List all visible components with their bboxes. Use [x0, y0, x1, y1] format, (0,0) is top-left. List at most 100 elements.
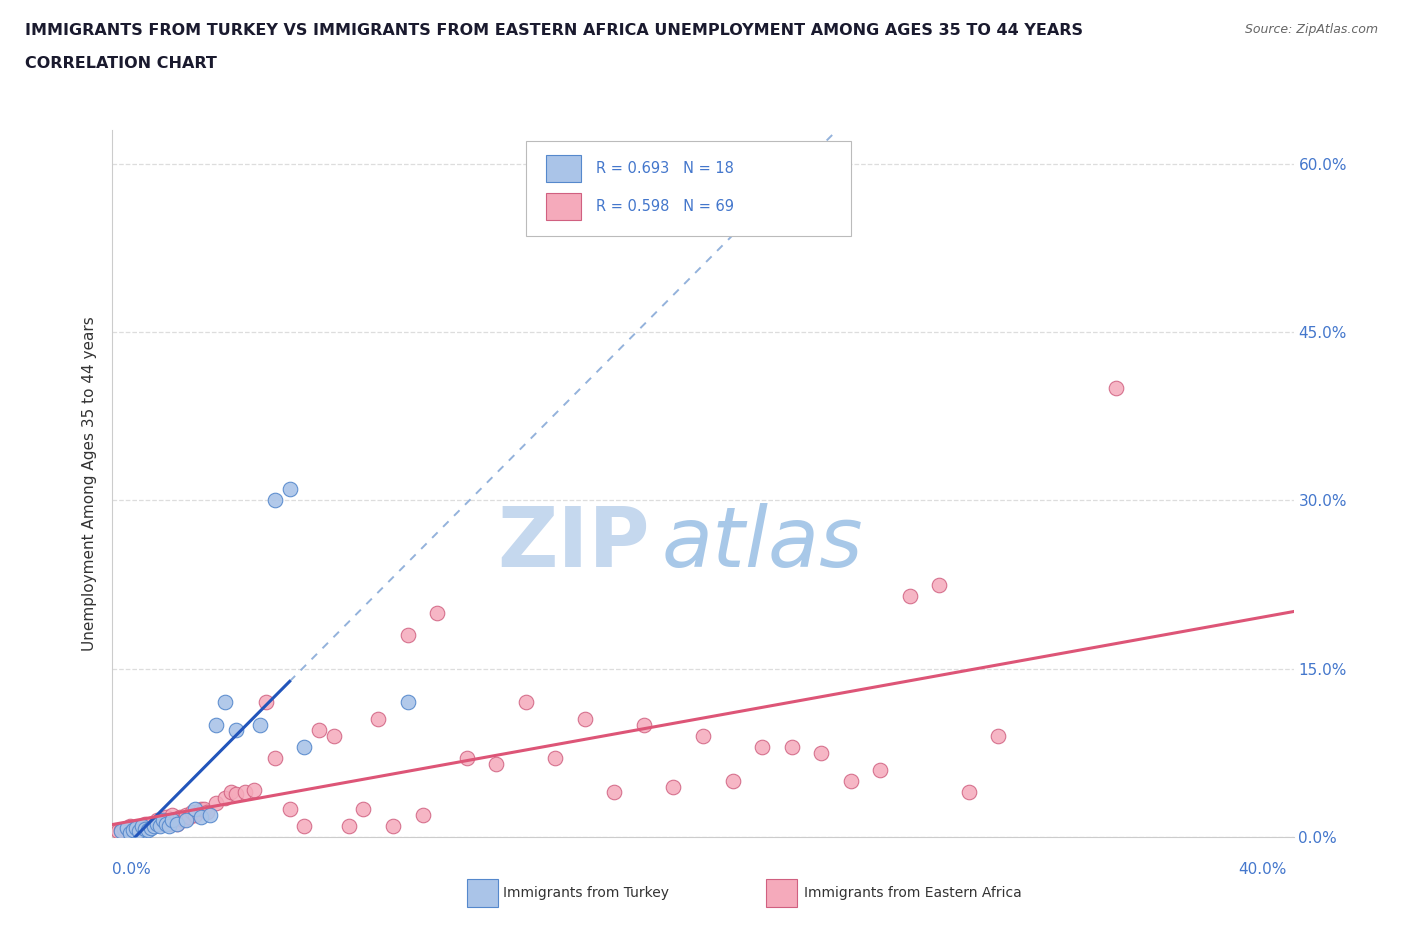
Text: 40.0%: 40.0% — [1239, 862, 1286, 877]
Text: Immigrants from Turkey: Immigrants from Turkey — [503, 885, 669, 900]
Point — [411, 807, 433, 822]
Point — [110, 823, 132, 838]
Point — [122, 823, 145, 838]
Point — [142, 818, 165, 833]
Point — [662, 779, 685, 794]
Text: atlas: atlas — [662, 503, 863, 584]
Text: Immigrants from Eastern Africa: Immigrants from Eastern Africa — [804, 885, 1022, 900]
Point — [205, 717, 228, 732]
Point — [160, 807, 183, 822]
Point — [190, 802, 212, 817]
Point — [139, 820, 162, 835]
Point — [219, 785, 242, 800]
Point — [157, 818, 180, 833]
Point — [142, 818, 165, 833]
Point — [780, 739, 803, 754]
Point — [692, 728, 714, 743]
Point — [120, 825, 142, 840]
Point — [337, 818, 360, 833]
Point — [166, 817, 188, 831]
Point — [136, 818, 159, 833]
Point — [214, 790, 236, 805]
Point — [107, 824, 129, 839]
Point — [323, 728, 346, 743]
Point — [155, 817, 177, 831]
Text: Source: ZipAtlas.com: Source: ZipAtlas.com — [1244, 23, 1378, 36]
FancyBboxPatch shape — [546, 155, 581, 181]
Point — [603, 785, 626, 800]
Point — [193, 802, 215, 817]
Point — [166, 817, 188, 831]
Point — [214, 695, 236, 710]
Point — [131, 818, 153, 833]
Point — [249, 717, 271, 732]
Point — [125, 819, 148, 834]
Text: 0.0%: 0.0% — [112, 862, 152, 877]
Point — [181, 804, 204, 819]
Text: R = 0.693   N = 18: R = 0.693 N = 18 — [596, 161, 734, 176]
Point — [278, 482, 301, 497]
Point — [264, 751, 287, 766]
Point — [120, 818, 142, 833]
Point — [352, 802, 374, 817]
Point — [128, 824, 150, 839]
Point — [243, 782, 266, 797]
Point — [574, 711, 596, 726]
Point — [134, 817, 156, 831]
Point — [160, 813, 183, 828]
Point — [225, 723, 247, 737]
Point — [184, 807, 207, 822]
Text: ZIP: ZIP — [498, 503, 650, 584]
Point — [146, 813, 169, 828]
Point — [254, 695, 277, 710]
Point — [198, 807, 221, 822]
Point — [149, 818, 172, 833]
Point — [146, 817, 169, 831]
Point — [456, 751, 478, 766]
Point — [515, 695, 537, 710]
Point — [163, 813, 186, 828]
Point — [134, 822, 156, 837]
Point — [225, 787, 247, 802]
Point — [869, 763, 891, 777]
Point — [382, 818, 405, 833]
Point — [195, 804, 218, 819]
Point — [810, 746, 832, 761]
Point — [110, 824, 132, 839]
Point — [426, 605, 449, 620]
Point — [633, 717, 655, 732]
Point — [117, 820, 138, 835]
Point — [149, 817, 172, 831]
Point — [152, 815, 174, 830]
Point — [396, 695, 419, 710]
Point — [751, 190, 773, 205]
Point — [308, 723, 330, 737]
Y-axis label: Unemployment Among Ages 35 to 44 years: Unemployment Among Ages 35 to 44 years — [82, 316, 97, 651]
Point — [751, 739, 773, 754]
Point — [125, 820, 148, 835]
Point — [292, 818, 315, 833]
Point — [1105, 380, 1128, 395]
Point — [157, 817, 180, 831]
Point — [233, 785, 256, 800]
Point — [174, 807, 197, 822]
Text: CORRELATION CHART: CORRELATION CHART — [25, 56, 217, 71]
Point — [169, 809, 191, 824]
Point — [117, 820, 138, 835]
Point — [278, 802, 301, 817]
Point — [957, 785, 980, 800]
FancyBboxPatch shape — [546, 193, 581, 220]
Point — [179, 809, 201, 824]
Point — [721, 774, 744, 789]
Point — [205, 796, 228, 811]
Point — [839, 774, 862, 789]
Point — [264, 493, 287, 508]
Point — [485, 757, 508, 772]
Point — [396, 628, 419, 643]
Point — [174, 813, 197, 828]
Point — [131, 818, 153, 833]
Point — [136, 823, 159, 838]
Point — [544, 751, 567, 766]
Point — [190, 809, 212, 824]
FancyBboxPatch shape — [526, 140, 851, 236]
